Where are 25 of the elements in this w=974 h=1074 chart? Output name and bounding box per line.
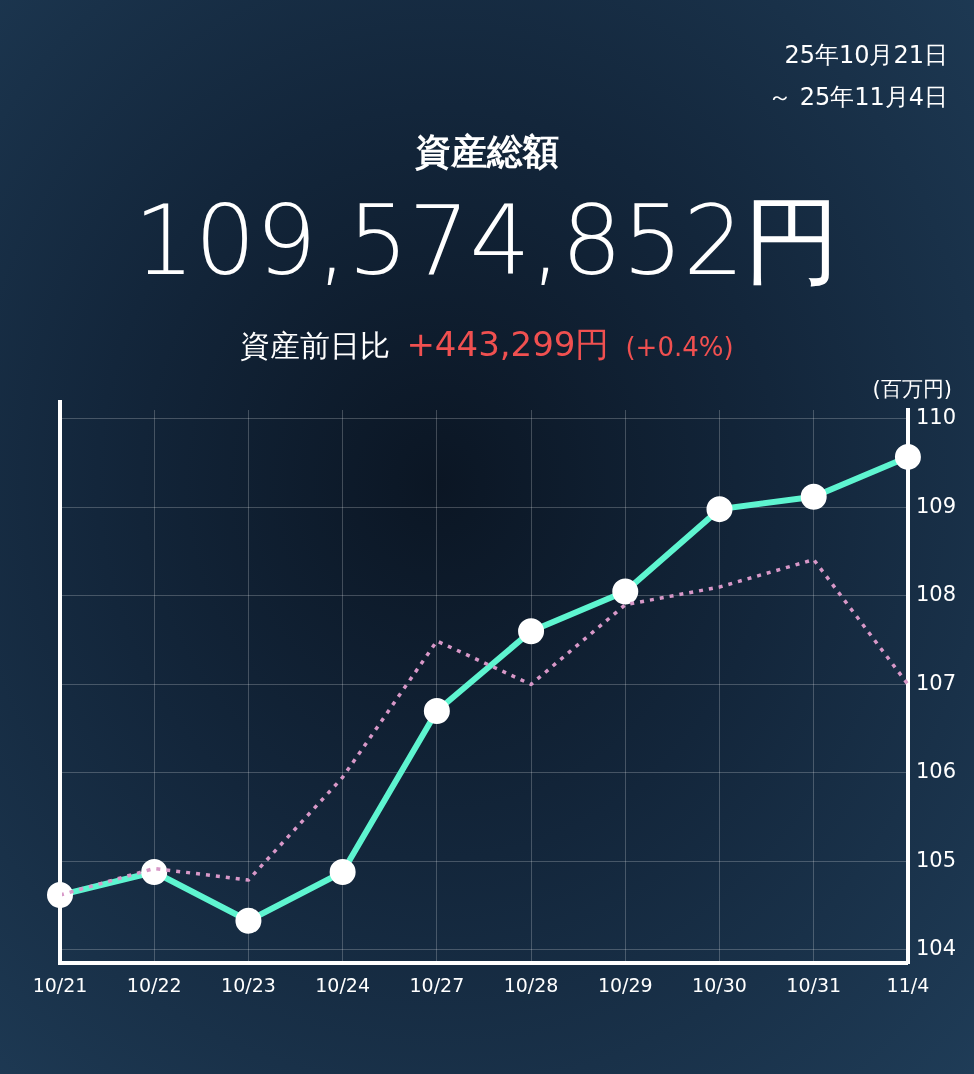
x-tick-label: 10/31 [786,973,842,996]
chart-title: 資産総額 [414,130,560,174]
y-tick-label: 108 [915,582,957,607]
chart-subtitle: 109,574,852円 [132,185,842,297]
y-axis-title: (百万円) [872,376,952,403]
x-tick-label: 10/22 [126,973,182,996]
y-tick-label: 107 [915,670,957,695]
text: 資産前日比 [240,328,391,363]
x-tick-label: 10/23 [221,973,276,996]
y-tick-label: 109 [915,493,957,518]
text: (+0.4%) [625,332,734,362]
text: +443,299円 [406,324,610,364]
y-tick-label: 106 [915,759,957,784]
x-tick-label: 10/30 [692,973,747,996]
y-tick-label: 105 [915,847,957,872]
x-tick-label: 10/28 [503,973,559,996]
text: ～ 25年11月4日 [768,82,948,113]
text: 25年10月21日 [783,40,948,71]
x-tick-label: 10/29 [597,973,653,996]
x-tick-label: 11/4 [886,973,930,996]
y-tick-label: 110 [915,405,957,430]
x-tick-label: 10/27 [409,973,465,996]
x-tick-label: 10/24 [315,973,371,996]
y-tick-label: 104 [915,936,957,961]
x-tick-label: 10/21 [32,973,88,996]
